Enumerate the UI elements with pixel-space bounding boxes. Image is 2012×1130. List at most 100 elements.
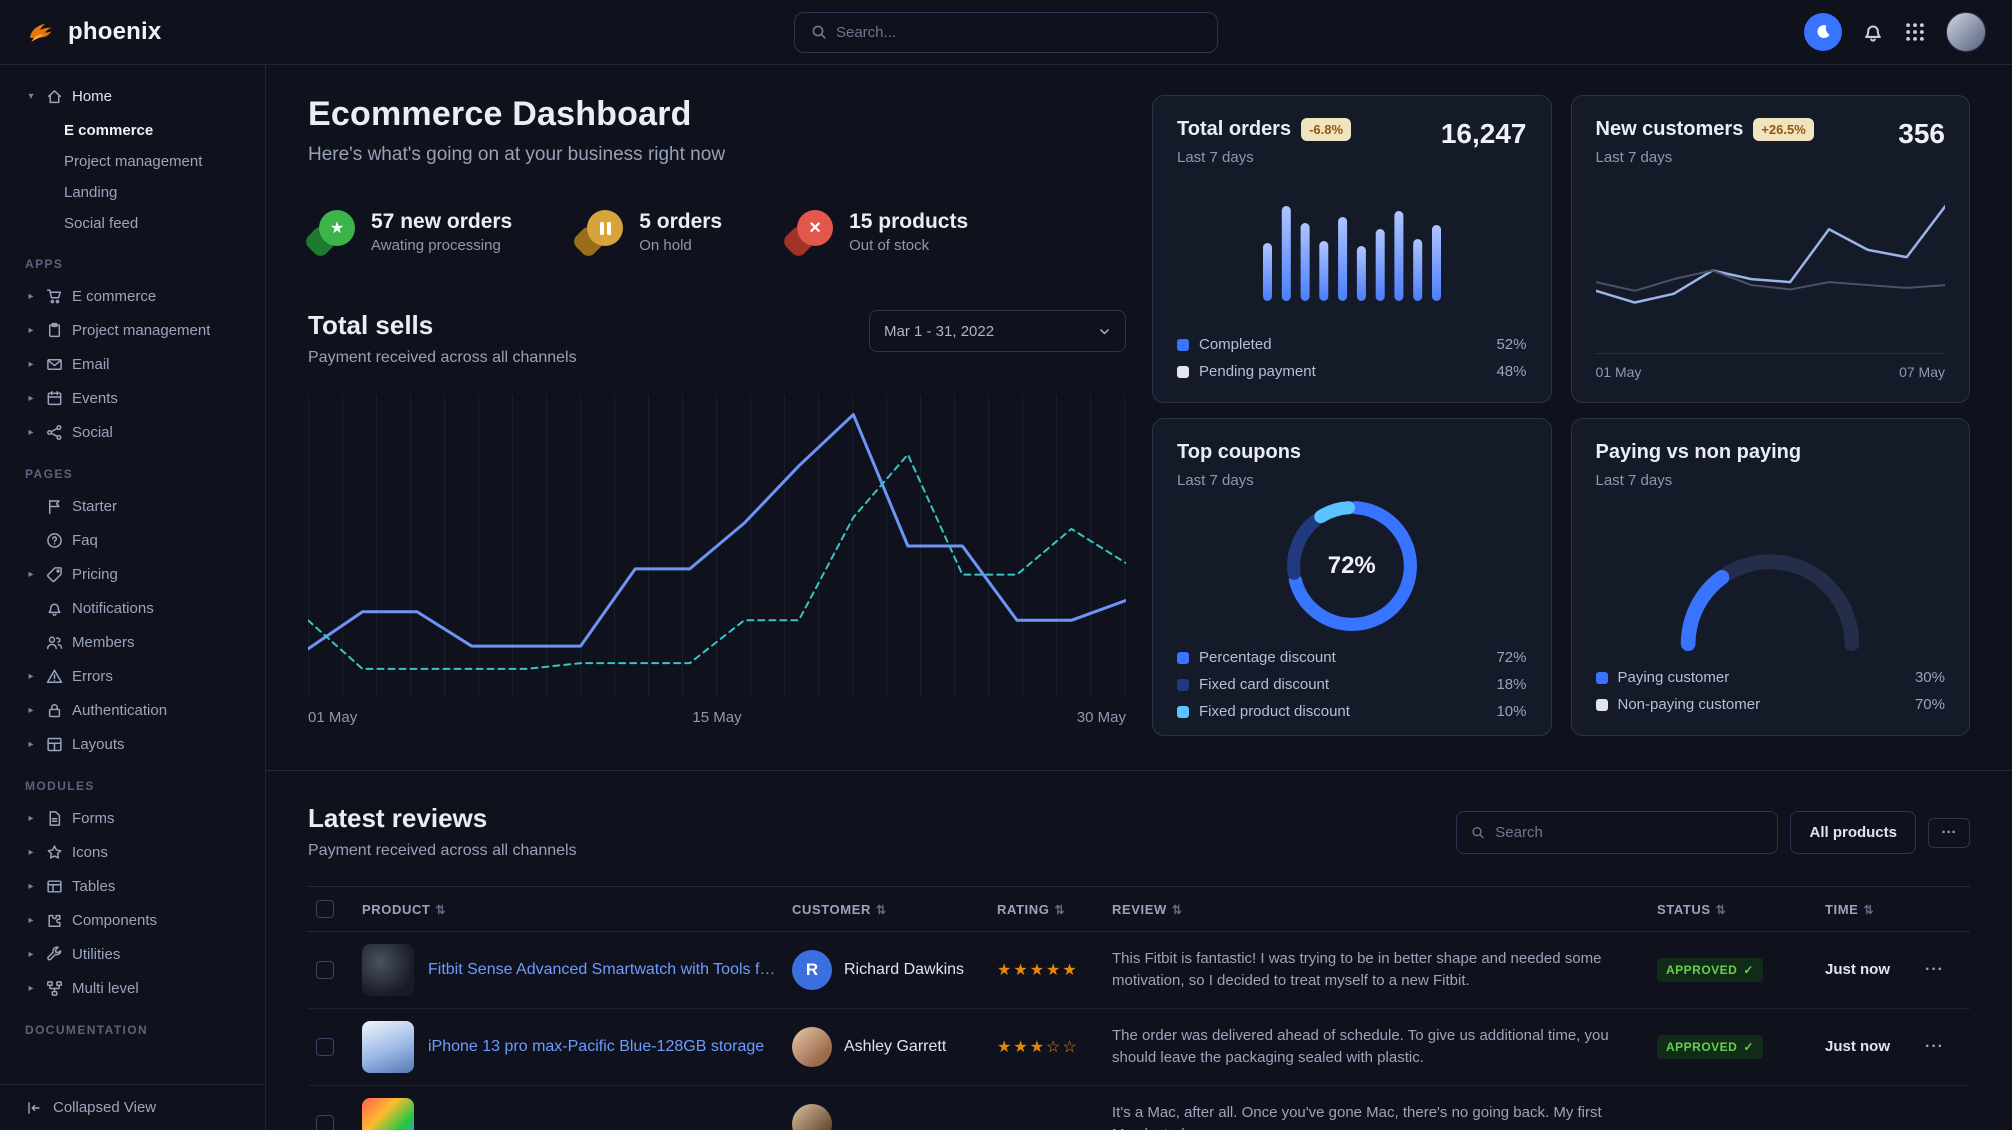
column-header-time[interactable]: TIME ⇅ [1817,886,1917,932]
card-title: Paying vs non paying [1595,441,1802,463]
sidebar-item-email[interactable]: ▸ Email [14,347,251,381]
sidebar-item-layouts[interactable]: ▸ Layouts [14,727,251,761]
chevron-down-icon: ▾ [28,90,34,102]
star-icon [46,844,63,861]
sidebar-item-project-management[interactable]: Project management [64,153,203,170]
legend-swatch [1177,338,1189,351]
sidebar-item-icons[interactable]: ▸ Icons [14,835,251,869]
row-actions-button[interactable]: ··· [1925,961,1944,978]
legend-item: Non-paying customer 70% [1595,696,1945,713]
chevron-right-icon: ▸ [28,982,34,994]
card-title: Total orders [1177,118,1292,140]
cart-icon [46,288,63,305]
stats-row: ★ 57 new orders Awating processing 5 ord… [302,210,1126,260]
total-orders-bar-chart [1177,166,1527,336]
sidebar-item-e-commerce[interactable]: E commerce [64,122,154,139]
column-header-status[interactable]: STATUS ⇅ [1649,886,1817,932]
review-text: This Fitbit is fantastic! I was trying t… [1112,949,1602,990]
sidebar-item-utilities[interactable]: ▸ Utilities [14,937,251,971]
section-title-documentation: DOCUMENTATION [25,1023,149,1037]
sidebar-item-forms[interactable]: ▸ Forms [14,801,251,835]
sidebar-item-members[interactable]: Members [14,625,251,659]
section-title-pages: PAGES [25,467,74,481]
ellipsis-icon: ··· [1941,824,1957,841]
stat-caption: Awating processing [371,237,501,254]
product-link[interactable]: iPhone 13 pro max-Pacific Blue-128GB sto… [428,1038,765,1055]
page-title: Ecommerce Dashboard [308,95,692,133]
card-title: Top coupons [1177,441,1302,463]
sidebar-item-ecommerce-app[interactable]: ▸ E commerce [14,279,251,313]
chevron-right-icon: ▸ [28,738,34,750]
alert-triangle-icon [46,668,63,685]
row-checkbox[interactable] [316,1114,334,1130]
select-all-checkbox[interactable] [316,900,334,918]
more-options-button[interactable]: ··· [1928,817,1970,848]
product-link[interactable]: Fitbit Sense Advanced Smartwatch with To… [428,961,776,978]
sidebar-item-tables[interactable]: ▸ Tables [14,869,251,903]
row-checkbox[interactable] [316,1037,334,1056]
date-range-select[interactable]: Mar 1 - 31, 2022 [869,310,1126,352]
brand[interactable]: phoenix [26,16,161,48]
apps-grid-button[interactable] [1904,21,1926,43]
total-orders-value: 16,247 [1440,118,1527,149]
chevron-right-icon: ▸ [28,670,34,682]
sidebar-item-multi-level[interactable]: ▸ Multi level [14,971,251,1005]
sidebar-item-social[interactable]: ▸ Social [14,415,251,449]
lock-icon [46,702,63,719]
card-period: Last 7 days [1177,472,1254,489]
column-header-review[interactable]: REVIEW ⇅ [1104,886,1649,932]
sidebar-item-components[interactable]: ▸ Components [14,903,251,937]
stat-caption: Out of stock [849,237,930,254]
theme-toggle-button[interactable] [1804,13,1842,51]
reviews-search[interactable] [1456,811,1779,854]
legend-swatch [1595,671,1608,684]
global-search[interactable] [794,11,1218,53]
sidebar-item-faq[interactable]: Faq [14,523,251,557]
legend-item: Completed 52% [1177,336,1527,353]
row-actions-button[interactable]: ··· [1925,1038,1944,1055]
stat-value: 5 orders [639,210,723,233]
stat-orders-on-hold: 5 orders On hold [571,210,723,260]
customer-name: Ashley Garrett [844,1038,947,1055]
column-header-product[interactable]: PRODUCT ⇅ [354,886,784,932]
reviews-toolbar: All products ··· [1456,811,1970,854]
customer-avatar: R [792,950,832,990]
legend-item: Pending payment 48% [1177,363,1527,380]
sidebar-item-landing[interactable]: Landing [64,184,118,201]
sidebar-item-notifications[interactable]: Notifications [14,591,251,625]
status-badge: APPROVED ✓ [1657,958,1763,982]
sidebar-item-project-management-app[interactable]: ▸ Project management [14,313,251,347]
sidebar-item-social-feed[interactable]: Social feed [64,215,139,232]
legend-swatch [1177,705,1189,718]
column-header-customer[interactable]: CUSTOMER ⇅ [784,886,989,932]
section-title-apps: APPS [25,257,64,271]
select-all-header[interactable] [308,886,354,932]
user-avatar[interactable] [1946,12,1986,52]
sidebar-item-authentication[interactable]: ▸ Authentication [14,693,251,727]
sidebar-item-home[interactable]: ▾ Home [14,79,251,113]
x-tick: 30 May [1076,709,1126,726]
sidebar-item-errors[interactable]: ▸ Errors [14,659,251,693]
check-icon: ✓ [1743,963,1754,977]
sidebar-item-pricing[interactable]: ▸ Pricing [14,557,251,591]
global-search-input[interactable] [835,23,1201,41]
row-checkbox[interactable] [316,960,334,979]
notifications-button[interactable] [1862,21,1884,43]
chevron-right-icon: ▸ [28,290,34,302]
chevron-right-icon: ▸ [28,324,34,336]
reviews-search-input[interactable] [1495,824,1764,841]
reviews-title: Latest reviews [308,803,488,833]
chevron-right-icon: ▸ [28,948,34,960]
sort-icon: ⇅ [1054,902,1066,917]
rating-stars: ★★★★★ [997,962,1079,979]
tag-icon [46,566,63,583]
sidebar-item-events[interactable]: ▸ Events [14,381,251,415]
all-products-button[interactable]: All products [1790,811,1916,854]
total-sells-subtitle: Payment received across all channels [308,349,577,366]
chevron-right-icon: ▸ [28,846,34,858]
column-header-rating[interactable]: RATING ⇅ [989,886,1104,932]
collapse-view-toggle[interactable]: Collapsed View [0,1084,265,1130]
paying-vs-nonpaying-card: Paying vs non paying Last 7 days Paying … [1570,418,1970,736]
sidebar-item-starter[interactable]: Starter [14,489,251,523]
status-badge: APPROVED ✓ [1657,1035,1763,1059]
